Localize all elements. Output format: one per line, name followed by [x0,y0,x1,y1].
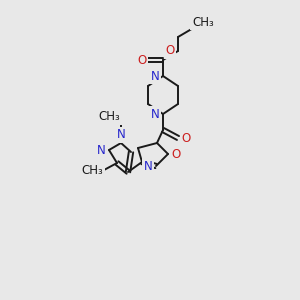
Text: CH₃: CH₃ [192,16,214,28]
Text: N: N [151,70,159,83]
Text: N: N [117,128,125,142]
Text: N: N [97,143,105,157]
Text: O: O [137,53,147,67]
Text: N: N [144,160,152,172]
Text: O: O [165,44,175,58]
Text: CH₃: CH₃ [81,164,103,176]
Text: O: O [171,148,181,160]
Text: CH₃: CH₃ [98,110,120,124]
Text: N: N [151,107,159,121]
Text: O: O [182,131,190,145]
